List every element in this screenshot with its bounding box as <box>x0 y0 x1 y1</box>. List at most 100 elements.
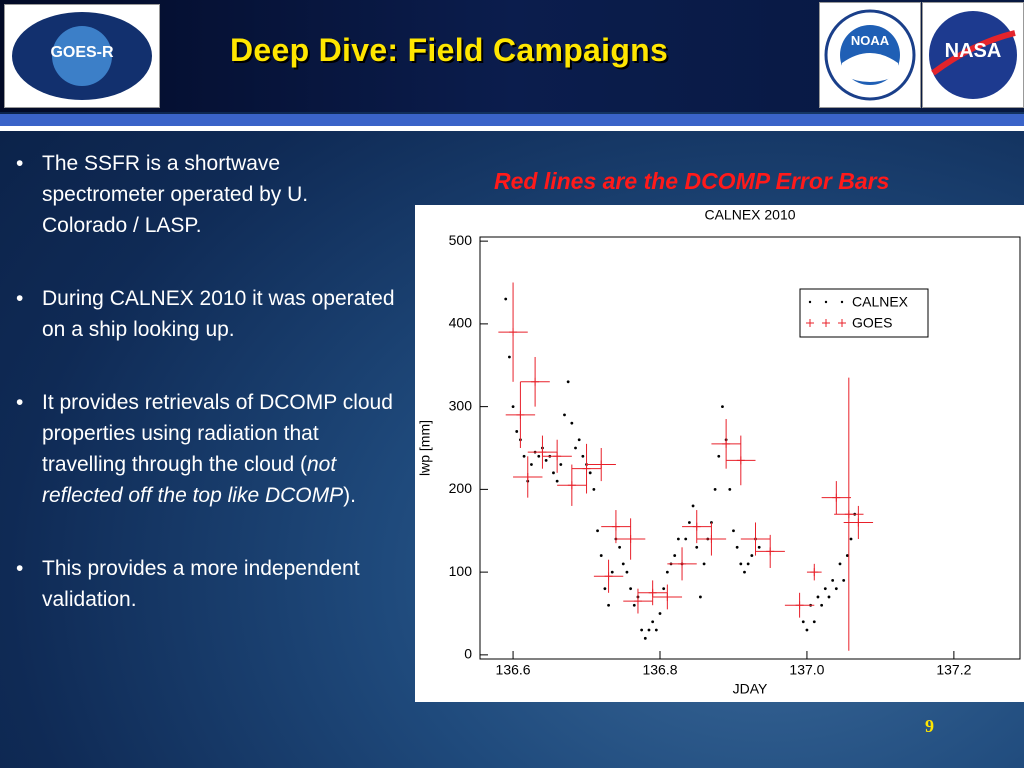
point <box>509 328 518 337</box>
point <box>751 535 760 544</box>
point <box>588 471 592 475</box>
point <box>522 454 526 458</box>
logo-text: NASA <box>945 40 1002 62</box>
annotation: Red lines are the DCOMP Error Bars <box>494 168 890 194</box>
point <box>523 472 532 481</box>
point <box>597 460 606 469</box>
point <box>739 562 743 566</box>
point <box>732 529 735 533</box>
point <box>795 601 804 610</box>
point <box>722 439 731 448</box>
legend-label: CALNEX <box>852 294 909 310</box>
point <box>665 570 669 574</box>
point <box>552 471 555 475</box>
point <box>607 603 610 607</box>
point <box>663 592 672 601</box>
point <box>838 562 842 566</box>
x-tick-label: 137.2 <box>936 662 971 678</box>
point <box>834 587 838 591</box>
point <box>801 620 805 624</box>
y-tick-label: 300 <box>449 397 473 413</box>
point <box>610 570 614 574</box>
point <box>654 628 658 632</box>
point <box>604 572 613 581</box>
point <box>651 620 655 624</box>
point <box>592 487 596 491</box>
point <box>724 438 728 442</box>
point <box>511 405 515 409</box>
point <box>507 355 511 359</box>
point <box>647 628 651 632</box>
point <box>621 562 625 566</box>
point <box>728 487 732 491</box>
point <box>531 377 540 386</box>
y-axis-label: lwp [mm] <box>417 420 433 476</box>
point <box>812 620 816 624</box>
point <box>633 597 642 606</box>
y-tick-label: 200 <box>449 480 473 496</box>
chart-title: CALNEX 2010 <box>704 207 795 223</box>
bullet: During CALNEX 2010 it was operated on a … <box>16 283 396 345</box>
point <box>736 456 745 465</box>
point <box>823 587 827 591</box>
bullet-list: The SSFR is a shortwave spectrometer ope… <box>16 148 396 657</box>
y-tick-label: 100 <box>449 563 473 579</box>
logo-text: NOAA <box>851 33 890 48</box>
point <box>853 512 857 516</box>
bullet: It provides retrievals of DCOMP cloud pr… <box>16 387 396 511</box>
point <box>544 459 548 462</box>
point <box>515 430 519 433</box>
bullet-text: ). <box>343 484 356 507</box>
bullet-text: During CALNEX 2010 it was operated on a … <box>42 287 395 341</box>
plot-frame <box>479 236 1021 660</box>
point <box>845 554 849 557</box>
point <box>526 479 530 483</box>
point <box>669 562 673 566</box>
chart-panel <box>415 205 1024 702</box>
point <box>816 595 820 599</box>
legend-symbol <box>840 300 844 304</box>
point <box>530 463 533 466</box>
point <box>678 559 687 568</box>
point <box>553 452 562 461</box>
point <box>750 554 754 557</box>
legend-symbol <box>824 300 828 304</box>
point <box>596 529 599 533</box>
point <box>537 454 541 458</box>
x-tick-label: 137.0 <box>789 662 824 678</box>
legend-symbol <box>822 319 830 327</box>
nasa-logo: NASA <box>922 2 1024 108</box>
point <box>684 537 688 541</box>
point <box>566 380 570 384</box>
point <box>680 562 684 566</box>
point <box>702 562 706 566</box>
point <box>643 636 647 640</box>
y-tick-label: 500 <box>449 232 473 248</box>
point <box>574 446 577 450</box>
point <box>721 405 724 409</box>
point <box>519 438 522 442</box>
point <box>625 570 629 574</box>
point <box>541 446 544 450</box>
legend-symbol <box>806 319 814 327</box>
point <box>581 454 585 458</box>
point <box>585 463 588 466</box>
point <box>577 438 581 442</box>
point <box>648 588 657 597</box>
point <box>662 587 666 591</box>
legend-symbol <box>808 300 812 304</box>
point <box>555 479 559 483</box>
point <box>707 535 716 544</box>
point <box>570 421 574 425</box>
point <box>548 454 552 458</box>
point <box>673 554 677 557</box>
point <box>614 537 618 541</box>
point <box>849 537 853 541</box>
logo-text: GOES-R <box>50 44 114 61</box>
legend-label: GOES <box>852 315 892 331</box>
point <box>636 595 640 599</box>
point <box>706 537 710 541</box>
point <box>809 603 813 607</box>
stripe <box>0 126 1024 131</box>
